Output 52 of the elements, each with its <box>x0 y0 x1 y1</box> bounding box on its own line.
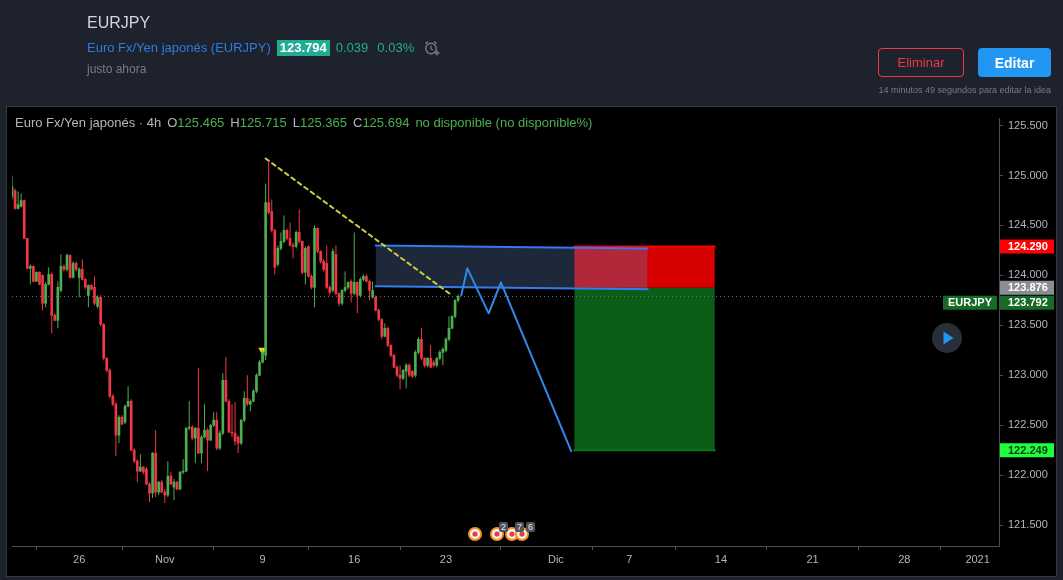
candlestick <box>355 280 359 314</box>
annotation: 2 <box>499 522 509 532</box>
annotation: O125.465 <box>167 115 225 130</box>
text: 123.794 <box>276 39 330 56</box>
x-tick-label: 14 <box>714 552 728 565</box>
candlestick <box>206 427 209 472</box>
annotation: 6 <box>526 522 536 532</box>
candlestick <box>291 241 295 259</box>
edit-button[interactable]: Editar <box>978 48 1051 77</box>
y-tick-label: 124.000 <box>1008 268 1048 281</box>
candlestick <box>245 374 249 407</box>
candlestick <box>93 275 96 306</box>
annotation: H125.715 <box>230 115 287 130</box>
y-tick-label: 122.500 <box>1008 418 1048 431</box>
x-tick-label: 26 <box>73 552 86 565</box>
y-tick-label: 123.000 <box>1008 368 1048 381</box>
candlestick <box>359 276 362 298</box>
x-tick-label: Nov <box>155 552 176 565</box>
x-tick-label: 7 <box>626 552 633 565</box>
x-tick-label: Dic <box>547 552 565 565</box>
annotation: Euro Fx/Yen japonés · 4h <box>15 115 162 130</box>
annotation: C125.694 <box>352 115 410 130</box>
chart-title: EURJPY <box>87 14 151 32</box>
x-tick-label: 16 <box>348 552 361 565</box>
candlestick <box>194 426 197 464</box>
candlestick <box>77 266 81 298</box>
y-tick-label: 122.000 <box>1008 468 1048 481</box>
annotation: 7 <box>515 522 525 532</box>
text: EURJPY 123.792 <box>947 296 1048 309</box>
text: 124.290 <box>1008 239 1048 252</box>
x-tick-label: 2021 <box>965 552 990 565</box>
text: 123.876 <box>1008 281 1048 294</box>
delete-button[interactable]: Eliminar <box>878 48 964 77</box>
x-tick-label: 9 <box>259 552 266 565</box>
annotation: L125.365 <box>292 115 347 130</box>
x-tick-label: 23 <box>439 552 453 565</box>
annotation: no disponible (no disponible%) <box>415 115 593 130</box>
y-tick-label: 121.500 <box>1008 518 1048 531</box>
candlestick <box>368 278 371 301</box>
y-tick-label: 125.000 <box>1008 168 1048 181</box>
y-tick-label: 124.500 <box>1008 218 1048 231</box>
x-tick-label: 21 <box>806 552 819 565</box>
text: 122.249 <box>1008 443 1048 456</box>
candlestick <box>352 231 356 296</box>
x-tick-label: 28 <box>898 552 911 565</box>
text: 14 minutos 49 segundos para editar la idea <box>877 85 1051 95</box>
text: justo ahora <box>87 62 147 76</box>
text: 0.039 <box>335 40 369 55</box>
chart-subtitle: Euro Fx/Yen japonés (EURJPY) <box>87 40 271 55</box>
y-tick-label: 123.500 <box>1008 318 1048 331</box>
y-tick-label: 125.500 <box>1008 118 1048 131</box>
text: 0.03% <box>377 40 415 55</box>
